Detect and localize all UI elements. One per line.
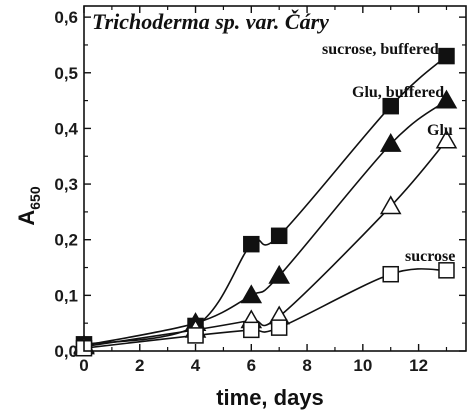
y-tick-label: 0,2: [54, 231, 78, 250]
series-label-sucrose-buffered: sucrose, buffered: [322, 41, 439, 58]
y-tick-label: 0,3: [54, 175, 78, 194]
tick-labels: 0 2 4 6 8 10 12 0,0 0,1 0,2 0,3 0,4 0,5 0,6: [54, 8, 428, 375]
y-axis-title-main: A: [14, 210, 39, 226]
series-line-2: [83, 140, 448, 348]
x-axis-title: time, days: [216, 385, 324, 410]
x-tick-label: 8: [302, 356, 311, 375]
data-point-square: [187, 327, 204, 344]
chart-title: Trichoderma sp. var. Čáry: [92, 9, 329, 34]
data-point-square: [243, 235, 260, 253]
y-tick-label: 0,5: [54, 64, 78, 83]
data-point-square: [270, 227, 288, 245]
data-point-square: [243, 321, 260, 339]
y-tick-label: 0,0: [54, 342, 78, 361]
data-point-triangle: [379, 195, 402, 215]
data-point-square: [438, 47, 455, 65]
series-label-glu-buffered: Glu, buffered: [352, 84, 444, 101]
x-tick-label: 4: [191, 356, 201, 375]
plot-frame: [83, 5, 467, 352]
y-tick-label: 0,4: [54, 119, 78, 138]
data-point-square: [438, 262, 455, 279]
y-axis-title: A650: [14, 186, 43, 225]
x-tick-label: 12: [409, 356, 428, 375]
x-tick-label: 2: [135, 356, 144, 375]
x-tick-label: 10: [353, 356, 372, 375]
y-tick-label: 0,1: [54, 286, 78, 305]
data-point-triangle: [240, 284, 263, 304]
y-axis-title-subscript: 650: [27, 186, 43, 210]
y-tick-label: 0,6: [54, 8, 78, 27]
series-label-sucrose: sucrose: [405, 248, 455, 265]
series-label-glu: Glu: [427, 122, 453, 139]
svg-text:A650: A650: [14, 186, 43, 225]
data-point-square: [382, 97, 399, 115]
data-point-triangle: [435, 129, 458, 149]
data-point-square: [270, 319, 288, 336]
tick-marks: [83, 6, 466, 352]
data-point-square: [382, 265, 399, 283]
data-point-triangle: [268, 264, 290, 284]
x-tick-label: 6: [247, 356, 256, 375]
data-point-triangle: [379, 132, 402, 152]
data-point-triangle: [435, 89, 458, 109]
x-tick-label: 0: [79, 356, 88, 375]
